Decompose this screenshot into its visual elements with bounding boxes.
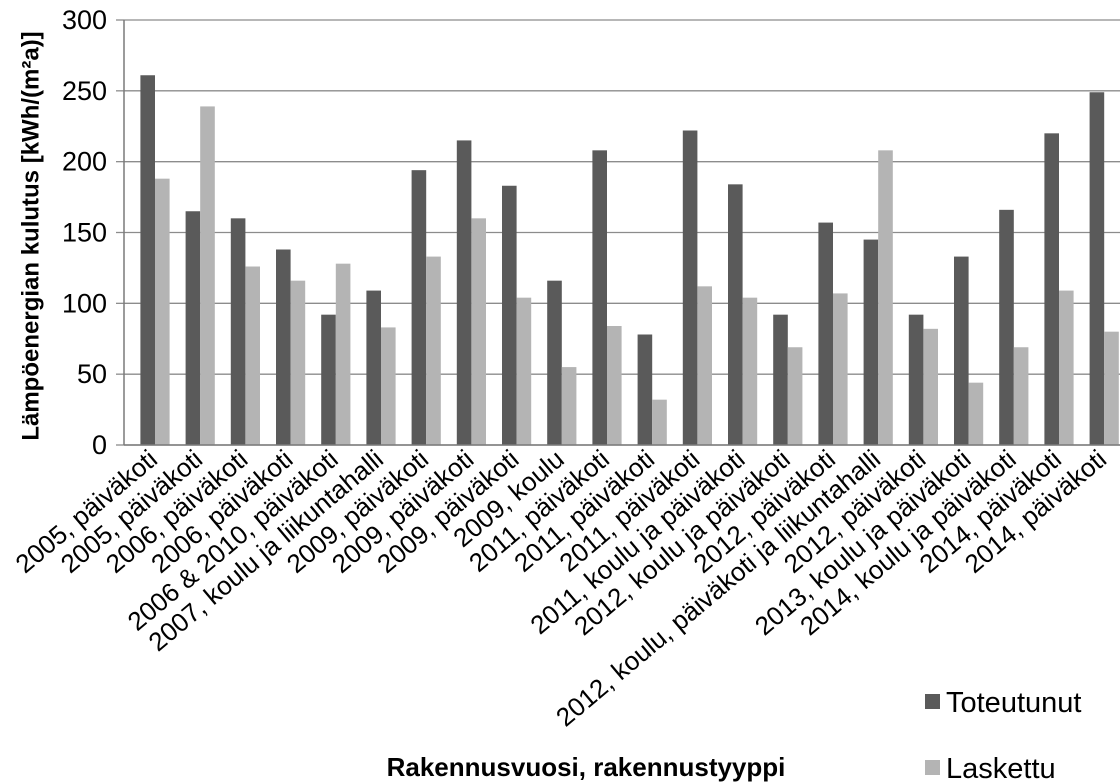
bar-toteutunut-9: [502, 185, 517, 445]
y-tick-labels: 0 50 100 150 200 250 300: [62, 5, 107, 460]
y-tick-label: 200: [62, 147, 107, 177]
bar-toteutunut-5: [321, 314, 336, 445]
bar-toteutunut-12: [637, 334, 653, 445]
y-tick-label: 100: [62, 288, 107, 318]
bar-laskettu-8: [471, 218, 486, 445]
bar-laskettu-11: [607, 326, 622, 445]
bar-laskettu-22: [1104, 331, 1119, 445]
bar-laskettu-12: [652, 399, 667, 445]
x-axis-title: Rakennusvuosi, rakennustyyppi: [387, 752, 786, 782]
bar-toteutunut-2: [185, 211, 201, 445]
bar-laskettu-2: [200, 106, 215, 446]
legend-swatch-toteutunut: [925, 694, 940, 709]
bar-laskettu-17: [878, 150, 893, 446]
legend-swatch-laskettu: [925, 760, 940, 775]
bar-laskettu-14: [742, 297, 758, 445]
bar-laskettu-4: [290, 280, 306, 445]
bar-toteutunut-11: [592, 150, 607, 446]
bar-toteutunut-7: [411, 170, 427, 445]
y-axis-title: Lämpöenergian kulutus [kWh/(m²a)]: [18, 31, 45, 440]
bar-laskettu-5: [335, 263, 351, 445]
y-tick-label: 0: [92, 430, 107, 460]
legend-label-laskettu: Laskettu: [946, 753, 1056, 784]
y-tick-label: 150: [62, 218, 107, 248]
bar-laskettu-6: [381, 327, 396, 445]
bar-toteutunut-8: [456, 140, 472, 445]
bar-toteutunut-22: [1089, 92, 1105, 445]
bar-laskettu-19: [968, 382, 984, 445]
bar-toteutunut-4: [276, 249, 291, 445]
legend-label-toteutunut: Toteutunut: [946, 687, 1081, 719]
bar-toteutunut-1: [140, 75, 155, 445]
bar-toteutunut-21: [1044, 133, 1059, 446]
bar-laskettu-7: [426, 256, 441, 445]
bar-toteutunut-18: [908, 314, 924, 445]
bar-laskettu-16: [833, 293, 848, 445]
bar-laskettu-20: [1013, 347, 1029, 445]
bars: [140, 75, 1119, 446]
y-tick-label: 250: [62, 76, 107, 106]
bar-toteutunut-19: [954, 256, 969, 445]
bar-toteutunut-14: [728, 184, 743, 446]
bar-laskettu-9: [516, 297, 532, 445]
bar-laskettu-18: [923, 328, 938, 445]
bar-toteutunut-3: [230, 218, 246, 445]
bar-toteutunut-6: [366, 290, 381, 445]
axes: [123, 20, 1120, 446]
bar-laskettu-21: [1059, 290, 1074, 445]
bar-laskettu-13: [697, 286, 712, 445]
bar-laskettu-1: [155, 178, 170, 445]
bar-toteutunut-13: [682, 130, 698, 445]
bar-toteutunut-17: [863, 239, 879, 445]
y-tick-label: 300: [62, 5, 107, 35]
bar-laskettu-3: [245, 266, 260, 445]
bar-toteutunut-10: [547, 280, 562, 445]
bar-laskettu-15: [787, 347, 803, 445]
bar-toteutunut-15: [773, 314, 788, 445]
y-tick-label: 50: [77, 359, 107, 389]
bar-laskettu-10: [561, 367, 577, 445]
bar-toteutunut-20: [999, 209, 1014, 445]
bar-toteutunut-16: [818, 222, 833, 445]
legend: Toteutunut Laskettu: [925, 687, 1081, 784]
